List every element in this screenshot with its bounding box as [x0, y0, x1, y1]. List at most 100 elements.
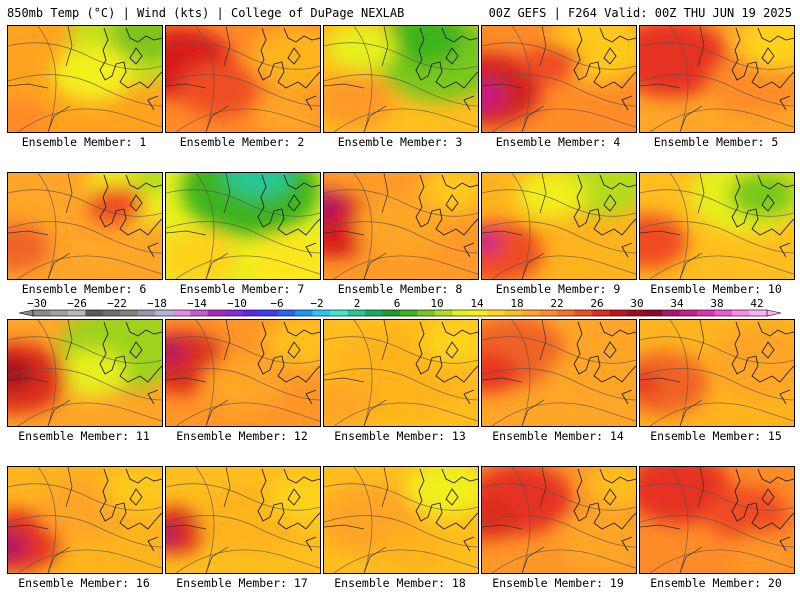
height-contour — [195, 320, 215, 426]
state-border — [166, 467, 231, 573]
temperature-region — [420, 173, 478, 213]
scale-tick-label: 38 — [710, 297, 723, 310]
temperature-region — [181, 173, 320, 237]
height-contour — [166, 74, 320, 107]
temperature-region — [166, 339, 187, 364]
height-contour — [166, 42, 320, 70]
temperature-region — [640, 467, 731, 524]
color-swatch — [295, 310, 313, 316]
height-contour — [17, 255, 162, 279]
height-contour — [649, 549, 794, 573]
height-contour — [17, 549, 162, 573]
ensemble-map-8 — [323, 172, 479, 280]
height-contour — [353, 320, 373, 426]
temperature-region — [482, 229, 503, 254]
color-swatch — [662, 310, 680, 316]
state-border — [8, 467, 73, 573]
height-contour — [175, 255, 320, 279]
height-contour — [353, 26, 373, 132]
temperature-region — [640, 214, 689, 270]
temperature-region — [8, 357, 35, 389]
height-contour — [324, 368, 478, 401]
state-border — [482, 320, 547, 426]
ensemble-map-20 — [639, 466, 795, 574]
ensemble-member-label: Ensemble Member: 2 — [179, 135, 305, 149]
temperature-region — [406, 467, 478, 517]
height-contour — [166, 368, 320, 401]
color-swatch — [172, 310, 191, 316]
ensemble-map-2 — [165, 25, 321, 133]
height-contour — [166, 221, 320, 254]
height-contour — [8, 515, 162, 548]
great-lakes-coastline — [99, 174, 162, 258]
height-contour — [482, 483, 636, 511]
ensemble-member-label: Ensemble Member: 5 — [653, 135, 779, 149]
color-swatch — [365, 310, 383, 316]
scale-tick-label: −22 — [107, 297, 127, 310]
state-border — [640, 26, 705, 132]
color-swatch — [469, 310, 488, 316]
scale-tick-label: 6 — [394, 297, 401, 310]
temperature-region — [324, 190, 345, 220]
ensemble-map-17 — [165, 466, 321, 574]
height-contour — [195, 26, 215, 132]
color-swatch — [190, 310, 209, 316]
great-lakes-coastline — [731, 174, 794, 258]
ensemble-member-label: Ensemble Member: 4 — [495, 135, 621, 149]
great-lakes-coastline — [573, 468, 636, 552]
state-border — [8, 320, 73, 426]
scale-tick-label: −18 — [147, 297, 167, 310]
color-swatch — [260, 310, 278, 316]
height-contour — [482, 515, 636, 548]
scale-tick-label: −14 — [187, 297, 207, 310]
state-border — [482, 26, 547, 132]
state-border — [640, 467, 705, 573]
temperature-region — [86, 184, 145, 225]
model-run-info: 00Z GEFS | F264 Valid: 00Z THU JUN 19 20… — [488, 6, 792, 20]
ensemble-map-4 — [481, 25, 637, 133]
height-contour — [482, 336, 636, 364]
scale-arrow-right — [766, 309, 782, 317]
height-contour — [511, 467, 531, 573]
temperature-region — [707, 486, 789, 543]
height-contour — [640, 42, 794, 70]
scale-tick-label: 34 — [670, 297, 684, 310]
height-contour — [324, 221, 478, 254]
color-swatch — [522, 310, 541, 316]
color-swatch — [732, 310, 750, 316]
great-lakes-coastline — [573, 27, 636, 111]
ensemble-map-15 — [639, 319, 795, 427]
scale-tick-label: 2 — [354, 297, 361, 310]
height-contour — [8, 368, 162, 401]
color-swatch — [452, 310, 471, 316]
temperature-region — [482, 80, 503, 110]
great-lakes-coastline — [731, 27, 794, 111]
temperature-region — [324, 72, 396, 129]
temperature-region — [522, 43, 581, 83]
great-lakes-coastline — [257, 468, 320, 552]
height-contour — [166, 483, 320, 511]
height-contour — [8, 221, 162, 254]
height-contour — [640, 483, 794, 511]
state-border — [482, 467, 547, 573]
ensemble-member-label: Ensemble Member: 18 — [334, 576, 466, 590]
ensemble-map-11 — [7, 319, 163, 427]
great-lakes-coastline — [99, 468, 162, 552]
temperature-region — [640, 351, 710, 416]
color-swatch — [504, 310, 523, 316]
ensemble-member-label: Ensemble Member: 15 — [650, 429, 782, 443]
great-lakes-coastline — [257, 174, 320, 258]
height-contour — [37, 26, 57, 132]
height-contour — [166, 336, 320, 364]
ensemble-map-12 — [165, 319, 321, 427]
color-swatch — [155, 310, 174, 316]
color-swatch — [102, 310, 121, 316]
height-contour — [324, 483, 478, 511]
ensemble-map-19 — [481, 466, 637, 574]
state-border — [8, 173, 73, 279]
temperature-region — [516, 173, 586, 219]
temperature-region — [8, 532, 29, 561]
height-contour — [324, 42, 478, 70]
color-swatch — [644, 310, 663, 316]
height-contour — [353, 173, 373, 279]
